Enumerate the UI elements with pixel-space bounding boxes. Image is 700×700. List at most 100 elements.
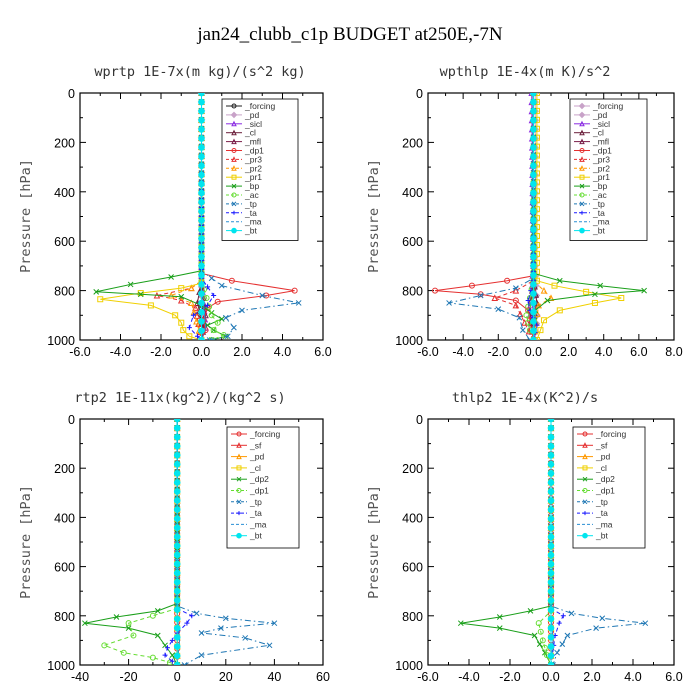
data-point: [120, 649, 127, 656]
x-tick-label: 20: [219, 670, 233, 684]
data-point: [180, 327, 187, 334]
data-point: [173, 488, 181, 495]
legend-label: _pr1: [244, 172, 262, 182]
data-point: [530, 117, 537, 124]
data-point: [593, 625, 599, 631]
data-point: [547, 506, 555, 513]
data-point: [137, 291, 144, 298]
legend-label: _pr3: [592, 154, 610, 164]
y-tick-label: 0: [416, 413, 423, 427]
data-point: [173, 433, 181, 441]
legend-marker: [579, 174, 585, 180]
legend-label: _pr2: [592, 163, 610, 173]
y-tick-label: 0: [68, 87, 75, 101]
data-point: [198, 630, 205, 636]
legend-label: _dp1: [592, 146, 612, 156]
data-point: [547, 587, 555, 595]
data-point: [530, 126, 537, 133]
y-tick-label: 1000: [47, 659, 75, 673]
data-point: [173, 506, 181, 513]
data-point: [516, 314, 523, 321]
legend-marker: [231, 129, 237, 136]
legend-label: _dp1: [249, 486, 269, 496]
x-tick-label: 2.0: [560, 345, 577, 359]
data-point: [547, 643, 555, 650]
data-point: [198, 217, 205, 224]
x-tick-label: 60: [316, 670, 330, 684]
series-bt: [530, 93, 537, 340]
series-line: [536, 93, 622, 340]
x-tick-label: 0.0: [525, 345, 542, 359]
legend-marker: [579, 227, 585, 234]
data-point: [193, 610, 200, 617]
data-point: [82, 620, 88, 627]
legend-marker: [236, 453, 242, 460]
data-point: [198, 162, 205, 170]
data-point: [113, 614, 120, 620]
data-point: [525, 297, 531, 303]
data-point: [547, 424, 555, 432]
data-point: [218, 316, 225, 322]
legend-marker: [579, 138, 585, 145]
data-point: [173, 442, 181, 450]
legend-label: _forcing: [249, 429, 281, 439]
data-point: [554, 649, 561, 656]
data-point: [222, 314, 229, 321]
legend-marker: [231, 165, 237, 171]
legend-marker: [236, 488, 242, 493]
data-point: [530, 217, 537, 224]
data-point: [173, 560, 181, 568]
data-point: [523, 312, 530, 319]
data-point: [491, 294, 499, 302]
legend-marker: [579, 148, 585, 153]
legend-marker: [236, 499, 242, 505]
data-point: [530, 98, 537, 106]
legend-marker: [579, 129, 585, 136]
legend-label: _ma: [244, 217, 262, 227]
legend-label: _pr1: [592, 172, 610, 182]
legend-label: _ac: [592, 190, 607, 200]
y-tick-label: 800: [54, 610, 75, 624]
data-point: [198, 117, 205, 124]
data-point: [530, 336, 537, 340]
data-point: [198, 327, 205, 335]
legend-label: _pr2: [244, 163, 262, 173]
legend-label: _sicl: [592, 119, 610, 129]
data-point: [198, 180, 205, 188]
data-point: [530, 253, 537, 261]
data-point: [534, 322, 540, 328]
x-tick-label: -40: [71, 670, 89, 684]
plot-area: [457, 419, 649, 665]
data-point: [154, 632, 161, 639]
data-point: [530, 198, 537, 206]
data-point: [198, 107, 205, 115]
data-point: [173, 606, 181, 613]
legend-marker: [583, 511, 587, 516]
data-point: [547, 634, 555, 641]
x-tick-label: 0: [174, 670, 181, 684]
data-point: [564, 632, 571, 639]
legend-label: _sicl: [244, 119, 262, 129]
series-line: [201, 93, 226, 340]
y-tick-label: 600: [54, 561, 75, 575]
data-point: [173, 624, 181, 632]
y-tick-label: 600: [402, 235, 423, 249]
legend-label: _ta: [595, 508, 608, 518]
data-point: [168, 274, 174, 280]
y-tick-label: 800: [54, 285, 75, 299]
legend-marker: [580, 210, 584, 215]
data-point: [530, 208, 537, 215]
data-point: [530, 180, 537, 188]
data-point: [169, 652, 176, 659]
data-point: [198, 308, 205, 316]
x-tick-label: 6.0: [314, 345, 331, 359]
legend-marker: [237, 511, 241, 516]
x-tick-label: 6.0: [665, 670, 682, 684]
legend-label: _cl: [249, 463, 261, 473]
y-tick-label: 400: [402, 511, 423, 525]
data-point: [177, 296, 185, 304]
data-point: [149, 654, 156, 661]
data-point: [512, 286, 520, 294]
data-point: [530, 290, 537, 297]
x-tick-label: 0.0: [193, 345, 210, 359]
